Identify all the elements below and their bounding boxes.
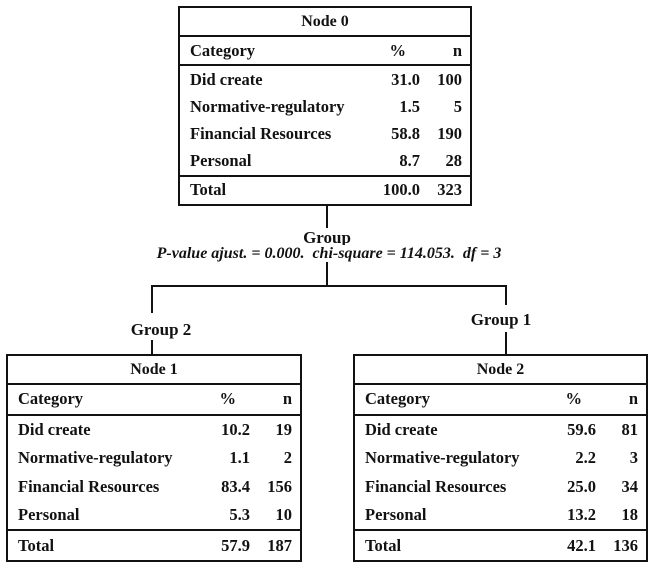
connector-right-stem-top xyxy=(505,285,507,305)
total-label-cell: Total xyxy=(355,529,522,560)
node-2-box: Node 2 Category % n Did create 59.6 81 N… xyxy=(353,354,648,562)
connector-right-stem-bottom xyxy=(505,332,507,354)
percent-cell: 83.4 xyxy=(221,476,250,496)
column-header-category: Category xyxy=(355,385,522,416)
table-row: Personal 13.2 18 xyxy=(355,501,646,531)
connector-left-stem-top xyxy=(151,285,153,313)
n-cell: 2 xyxy=(283,448,292,468)
n-cell: 5 xyxy=(453,96,462,116)
percent-cell: 31.0 xyxy=(391,69,420,89)
percent-cell: 10.2 xyxy=(221,419,250,439)
column-header-category: Category xyxy=(180,37,346,67)
total-n-cell: 136 xyxy=(596,529,646,560)
n-cell: 156 xyxy=(267,476,292,496)
percent-cell: 1.1 xyxy=(229,448,250,468)
table-row: Financial Resources 83.4 156 xyxy=(8,472,300,500)
node-0-header-row: Category % n xyxy=(180,37,470,67)
category-cell: Normative-regulatory xyxy=(190,96,345,116)
n-cell: 81 xyxy=(621,419,639,439)
node-1-table: Category % n Did create 10.2 19 Normativ… xyxy=(8,385,300,560)
connector-root-stem-bottom xyxy=(326,262,328,286)
n-cell: 100 xyxy=(437,69,462,89)
category-cell: Financial Resources xyxy=(190,123,332,143)
total-row: Total 57.9 187 xyxy=(8,529,300,560)
total-row: Total 100.0 323 xyxy=(180,174,470,204)
n-cell: 28 xyxy=(445,151,463,171)
n-cell: 190 xyxy=(437,123,462,143)
connector-root-stem-top xyxy=(326,206,328,230)
percent-cell: 13.2 xyxy=(567,505,596,524)
percent-cell: 25.0 xyxy=(567,476,596,496)
node-0-table: Category % n Did create 31.0 100 Normati… xyxy=(180,37,470,204)
percent-cell: 59.6 xyxy=(567,419,596,439)
column-header-n: n xyxy=(420,37,470,67)
branch-label-group-2: Group 2 xyxy=(101,320,221,340)
n-cell: 18 xyxy=(621,505,639,524)
category-cell: Did create xyxy=(365,419,438,439)
column-header-n: n xyxy=(250,385,300,416)
category-cell: Did create xyxy=(18,419,91,439)
category-cell: Financial Resources xyxy=(365,476,507,496)
table-row: Financial Resources 25.0 34 xyxy=(355,472,646,500)
percent-cell: 2.2 xyxy=(575,448,596,468)
column-header-percent: % xyxy=(522,385,596,416)
node-0-box: Node 0 Category % n Did create 31.0 100 … xyxy=(178,6,472,206)
total-row: Total 42.1 136 xyxy=(355,529,646,560)
split-statistics-label: P-value ajust. = 0.000. chi-square = 114… xyxy=(29,245,629,263)
percent-cell: 5.3 xyxy=(229,505,250,524)
n-cell: 34 xyxy=(621,476,639,496)
connector-left-stem-bottom xyxy=(151,340,153,354)
n-cell: 3 xyxy=(629,448,638,468)
category-cell: Did create xyxy=(190,69,263,89)
node-2-table: Category % n Did create 59.6 81 Normativ… xyxy=(355,385,646,560)
category-cell: Personal xyxy=(190,151,252,171)
column-header-category: Category xyxy=(8,385,176,416)
category-cell: Financial Resources xyxy=(18,476,160,496)
node-1-title: Node 1 xyxy=(8,356,300,385)
category-cell: Personal xyxy=(18,505,80,524)
node-2-title: Node 2 xyxy=(355,356,646,385)
n-cell: 19 xyxy=(275,419,293,439)
category-cell: Normative-regulatory xyxy=(18,448,173,468)
table-row: Did create 31.0 100 xyxy=(180,65,470,93)
category-cell: Personal xyxy=(365,505,427,524)
table-row: Normative-regulatory 2.2 3 xyxy=(355,444,646,472)
branch-label-group-1: Group 1 xyxy=(441,310,561,330)
n-cell: 10 xyxy=(275,505,293,524)
percent-cell: 1.5 xyxy=(399,96,420,116)
column-header-percent: % xyxy=(176,385,250,416)
total-n-cell: 323 xyxy=(420,174,470,204)
table-row: Did create 10.2 19 xyxy=(8,415,300,445)
total-label-cell: Total xyxy=(8,529,176,560)
total-n-cell: 187 xyxy=(250,529,300,560)
table-row: Did create 59.6 81 xyxy=(355,415,646,445)
column-header-percent: % xyxy=(346,37,420,67)
connector-branch-horizontal-line xyxy=(151,285,507,287)
total-percent-cell: 57.9 xyxy=(176,529,250,560)
total-percent-cell: 100.0 xyxy=(346,174,420,204)
node-0-title: Node 0 xyxy=(180,8,470,37)
column-header-n: n xyxy=(596,385,646,416)
table-row: Normative-regulatory 1.1 2 xyxy=(8,444,300,472)
split-variable-label: Group xyxy=(267,228,387,248)
table-row: Normative-regulatory 1.5 5 xyxy=(180,93,470,120)
table-row: Personal 8.7 28 xyxy=(180,148,470,176)
percent-cell: 58.8 xyxy=(391,123,420,143)
percent-cell: 8.7 xyxy=(399,151,420,171)
table-row: Financial Resources 58.8 190 xyxy=(180,120,470,147)
node-1-box: Node 1 Category % n Did create 10.2 19 N… xyxy=(6,354,302,562)
table-row: Personal 5.3 10 xyxy=(8,501,300,531)
total-label-cell: Total xyxy=(180,174,346,204)
node-1-header-row: Category % n xyxy=(8,385,300,416)
node-2-header-row: Category % n xyxy=(355,385,646,416)
total-percent-cell: 42.1 xyxy=(522,529,596,560)
category-cell: Normative-regulatory xyxy=(365,448,520,468)
